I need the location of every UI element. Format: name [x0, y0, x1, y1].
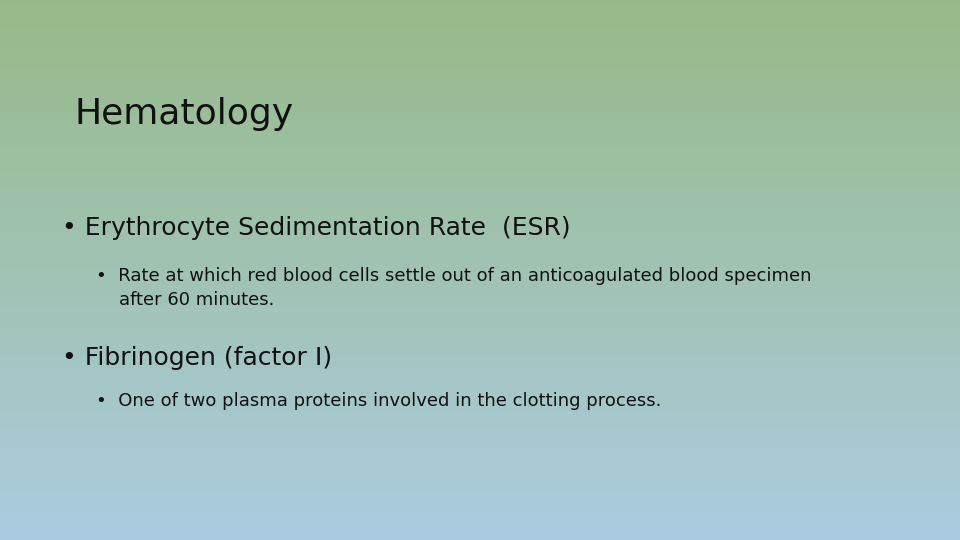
Text: • Fibrinogen (factor I): • Fibrinogen (factor I)	[62, 346, 332, 369]
Text: Hematology: Hematology	[75, 97, 294, 131]
Text: •  Rate at which red blood cells settle out of an anticoagulated blood specimen
: • Rate at which red blood cells settle o…	[96, 267, 811, 309]
Text: • Erythrocyte Sedimentation Rate  (ESR): • Erythrocyte Sedimentation Rate (ESR)	[62, 216, 571, 240]
Text: •  One of two plasma proteins involved in the clotting process.: • One of two plasma proteins involved in…	[96, 392, 661, 409]
